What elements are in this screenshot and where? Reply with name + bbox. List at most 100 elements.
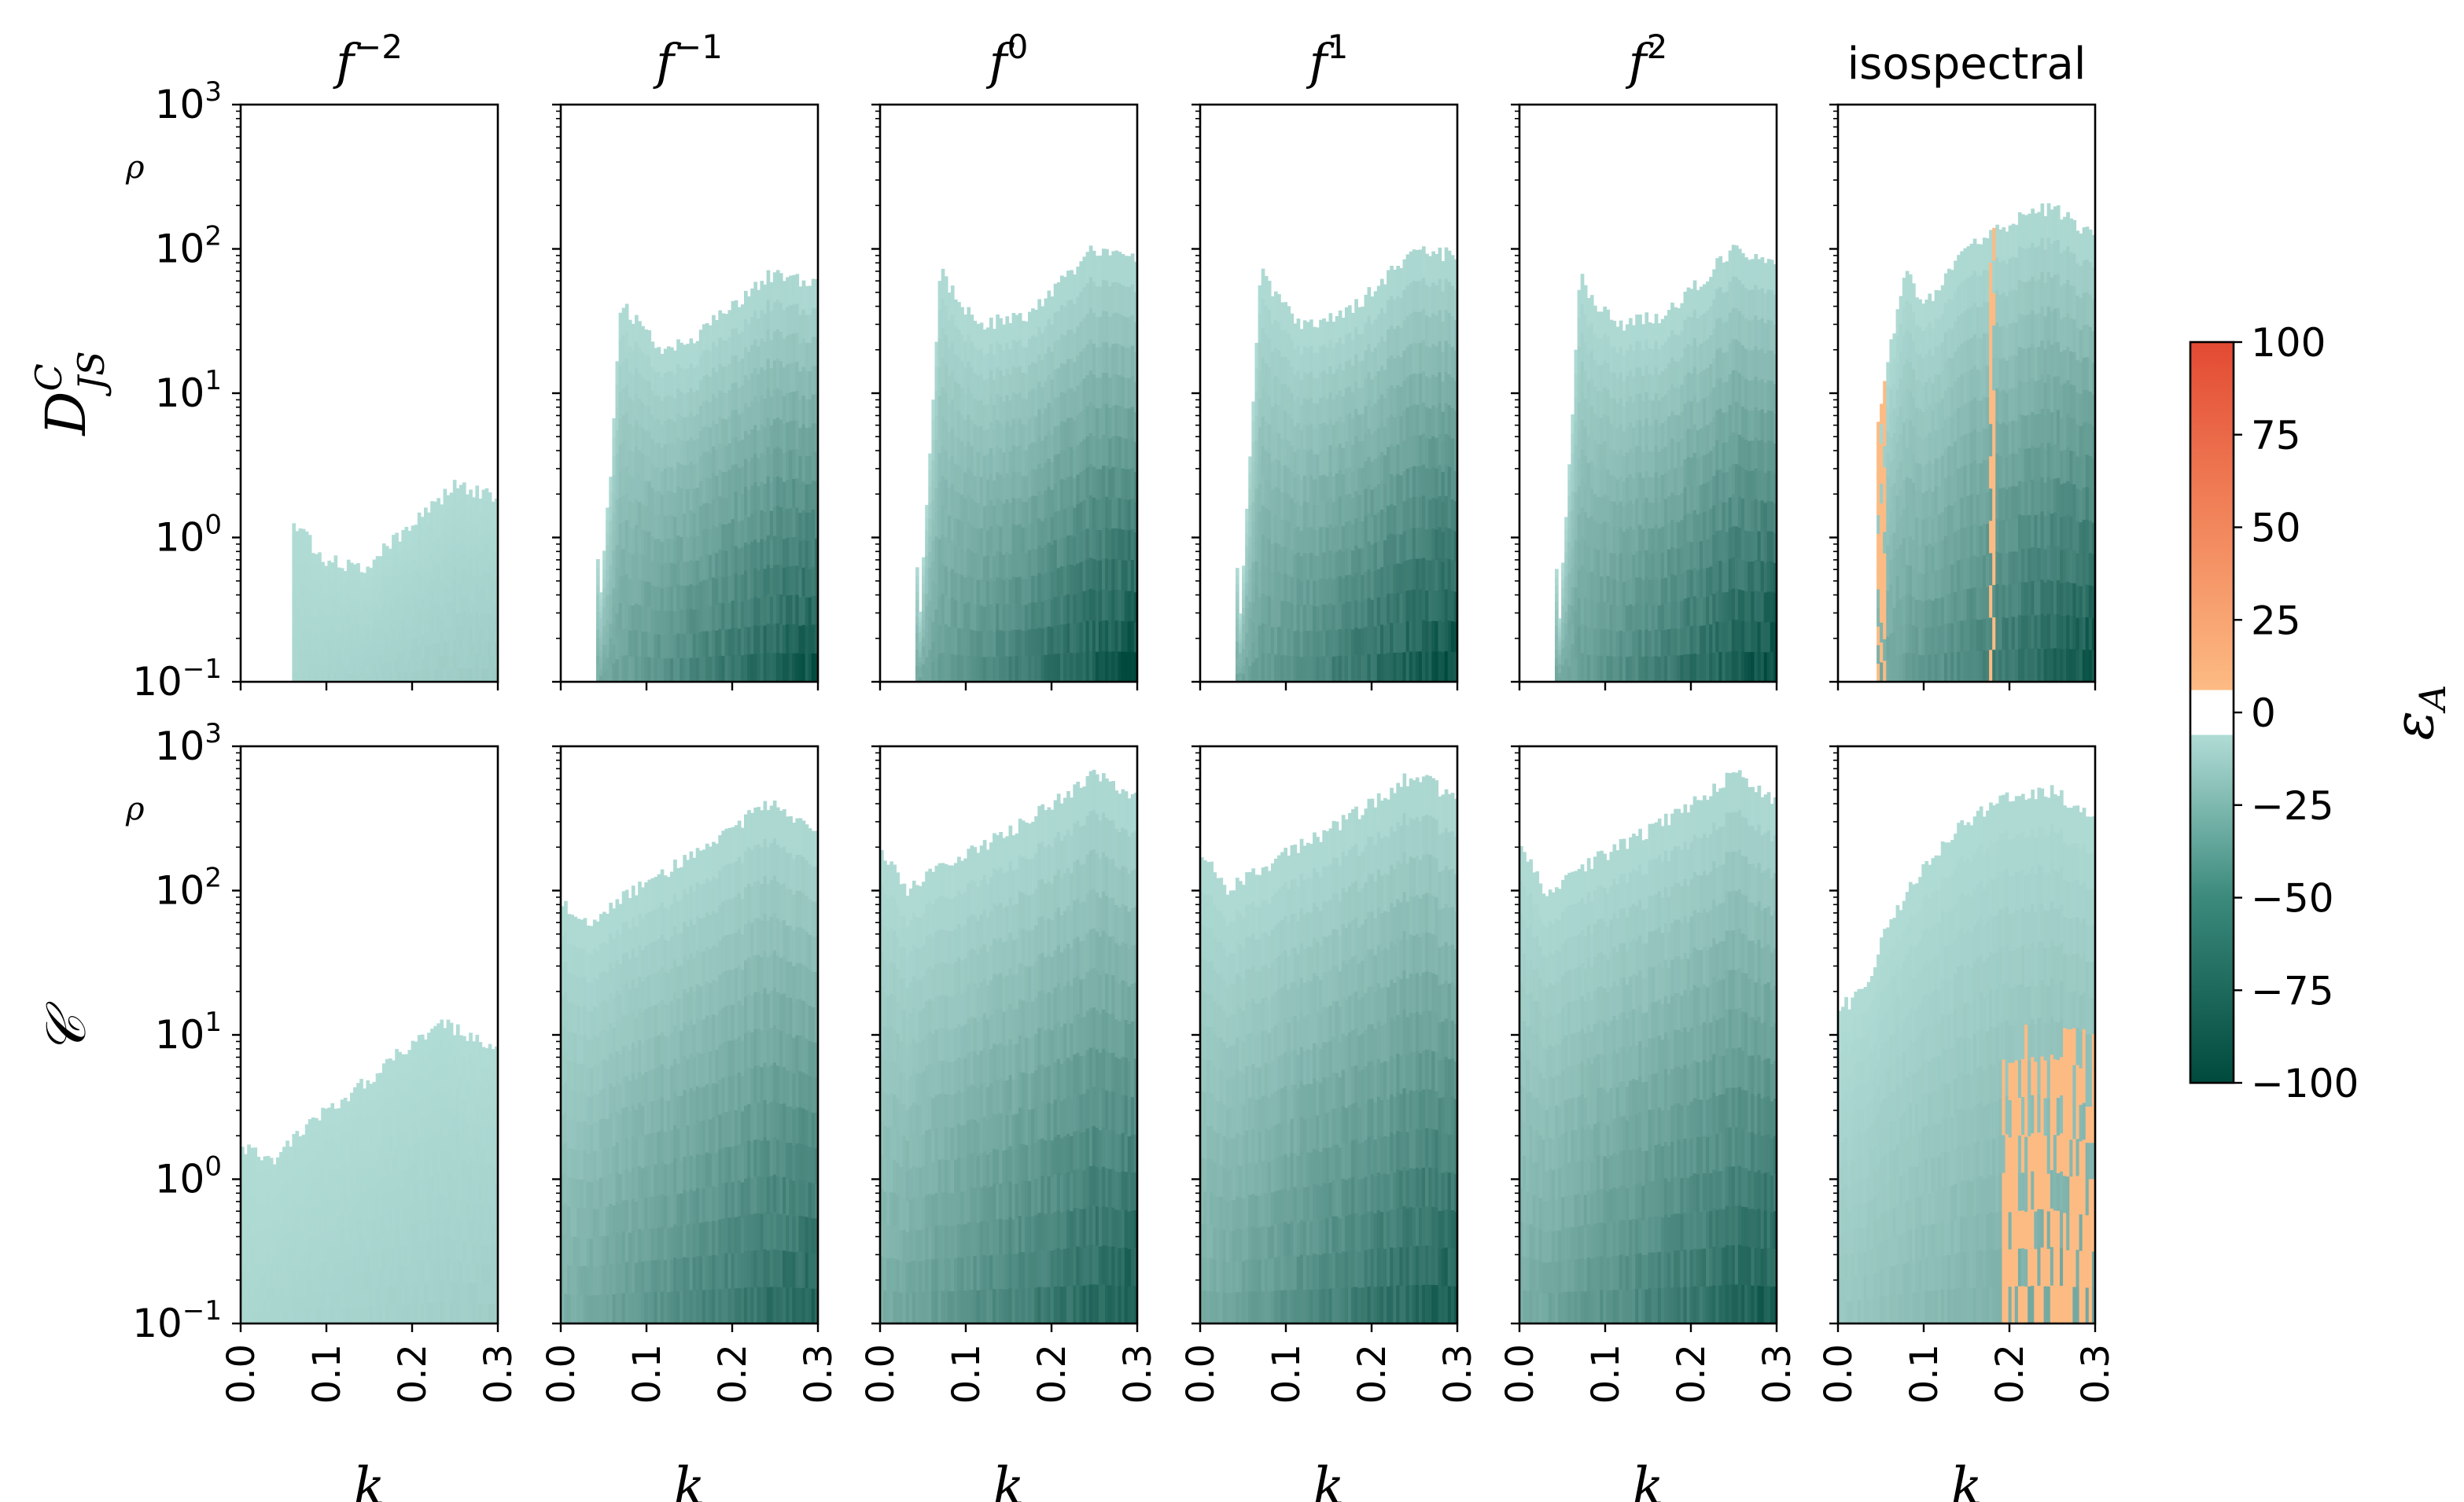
heatmap-cell	[301, 528, 306, 541]
heatmap-cell	[491, 617, 495, 631]
heatmap-cell	[1328, 392, 1333, 419]
heatmap-cell	[628, 449, 632, 476]
heatmap-cell	[919, 657, 923, 663]
heatmap-cell	[635, 419, 639, 447]
heatmap-cell	[1251, 481, 1256, 503]
heatmap-cell	[1293, 348, 1298, 375]
heatmap-cell	[1444, 340, 1449, 372]
heatmap-cell	[1267, 481, 1272, 510]
heatmap-cell	[760, 424, 764, 454]
heatmap-cell	[1632, 554, 1636, 580]
heatmap-cell	[1264, 595, 1269, 624]
heatmap-cell	[1245, 508, 1249, 522]
heatmap-cell	[1095, 316, 1099, 348]
heatmap-cell	[1773, 413, 1777, 444]
heatmap-cell	[692, 657, 697, 682]
heatmap-cell	[346, 620, 351, 630]
heatmap-cell	[789, 536, 793, 566]
heatmap-cell	[1302, 423, 1307, 451]
heatmap-cell	[1379, 595, 1384, 625]
heatmap-cell	[304, 639, 309, 650]
heatmap-cell	[702, 631, 706, 657]
heatmap-cell	[795, 303, 800, 333]
heatmap-cell	[792, 536, 796, 566]
heatmap-cell	[1757, 651, 1762, 682]
heatmap-cell	[1002, 528, 1006, 555]
heatmap-cell	[963, 629, 967, 657]
heatmap-cell	[1728, 589, 1733, 621]
heatmap-cell	[698, 329, 703, 355]
heatmap-cell	[712, 498, 716, 525]
heatmap-cell	[753, 367, 757, 397]
heatmap-cell	[1435, 376, 1439, 407]
heatmap-cell	[475, 583, 480, 598]
heatmap-cell	[333, 636, 338, 646]
heatmap-cell	[1258, 313, 1262, 343]
heatmap-cell	[996, 629, 1000, 657]
heatmap-cell	[698, 556, 703, 582]
heatmap-cell	[1011, 313, 1016, 341]
heatmap-cell	[1059, 420, 1064, 451]
heatmap-cell	[1095, 620, 1099, 652]
heatmap-cell	[1589, 543, 1594, 572]
heatmap-cell	[472, 576, 476, 591]
heatmap-cell	[795, 594, 800, 624]
heatmap-cell	[1393, 623, 1397, 653]
heatmap-cell	[766, 329, 771, 359]
heatmap-cell	[1028, 628, 1032, 656]
heatmap-cell	[359, 587, 363, 596]
heatmap-cell	[491, 553, 495, 567]
heatmap-cell	[407, 584, 412, 596]
heatmap-cell	[1773, 264, 1777, 295]
heatmap-cell	[1741, 528, 1745, 560]
heatmap-cell	[1344, 655, 1349, 682]
heatmap-cell	[1571, 510, 1575, 530]
heatmap-cell	[805, 540, 809, 569]
heatmap-cell	[398, 661, 402, 672]
heatmap-cell	[979, 630, 984, 657]
y-tick-label: 100	[155, 510, 222, 561]
heatmap-cell	[1015, 367, 1019, 395]
heatmap-cell	[941, 357, 945, 388]
heatmap-cell	[1053, 283, 1058, 313]
heatmap-cell	[1351, 497, 1355, 525]
heatmap-cell	[621, 602, 626, 629]
heatmap-cell	[689, 657, 694, 682]
heatmap-cell	[1037, 545, 1041, 573]
heatmap-cell	[1063, 653, 1067, 682]
heatmap-cell	[1005, 551, 1010, 578]
heatmap-cell	[1435, 437, 1439, 469]
heatmap-cell	[475, 485, 480, 500]
heatmap-cell	[1444, 247, 1449, 279]
heatmap-cell	[398, 541, 402, 552]
heatmap-cell	[1248, 617, 1252, 635]
heatmap-cell	[783, 366, 786, 396]
heatmap-cell	[1306, 579, 1310, 606]
heatmap-cell	[353, 648, 357, 657]
heatmap-cell	[657, 609, 661, 635]
heatmap-cell	[715, 397, 719, 425]
heatmap-cell	[683, 440, 687, 466]
heatmap-cell	[414, 670, 418, 682]
heatmap-cell	[398, 631, 402, 642]
heatmap-cell	[801, 280, 806, 310]
heatmap-cell	[1236, 617, 1239, 626]
heatmap-cell	[931, 480, 936, 501]
heatmap-cell	[1722, 621, 1726, 653]
heatmap-cell	[1589, 516, 1594, 544]
heatmap-cell	[1558, 672, 1562, 678]
heatmap-cell	[1751, 410, 1755, 441]
heatmap-cell	[459, 541, 463, 556]
heatmap-cell	[436, 537, 440, 551]
heatmap-cell	[466, 668, 470, 682]
heatmap-cell	[1328, 550, 1333, 577]
heatmap-cell	[350, 588, 354, 598]
heatmap-cell	[321, 639, 325, 648]
heatmap-cell	[389, 587, 392, 597]
heatmap-cell	[612, 474, 617, 495]
heatmap-cell	[676, 510, 680, 536]
heatmap-cell	[1313, 453, 1317, 480]
heatmap-cell	[996, 314, 1000, 341]
heatmap-cell	[928, 567, 932, 585]
heatmap-cell	[1718, 256, 1723, 287]
